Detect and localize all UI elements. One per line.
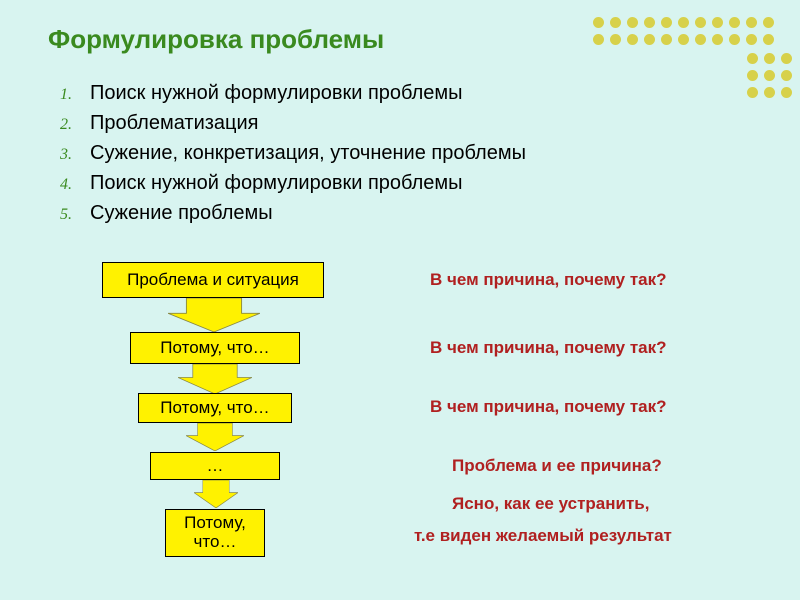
decorative-dot — [712, 17, 723, 28]
list-item: 3. Сужение, конкретизация, уточнение проб… — [40, 138, 526, 168]
decorative-dots-right — [744, 50, 795, 101]
decorative-dot — [610, 17, 621, 28]
decorative-dot — [747, 70, 758, 81]
decorative-dot — [661, 17, 672, 28]
question-text: Проблема и ее причина? — [452, 456, 662, 476]
down-arrow-icon — [168, 298, 260, 332]
decorative-dot — [747, 53, 758, 64]
decorative-dot — [678, 34, 689, 45]
flow-box-b5: Потому, что… — [165, 509, 265, 557]
decorative-dot — [781, 87, 792, 98]
decorative-dot — [763, 34, 774, 45]
decorative-dot — [781, 70, 792, 81]
decorative-dot — [764, 87, 775, 98]
list-item-text: Поиск нужной формулировки проблемы — [90, 78, 463, 108]
question-text: В чем причина, почему так? — [430, 270, 667, 290]
down-arrow-icon — [186, 423, 244, 451]
flow-box-b1: Проблема и ситуация — [102, 262, 324, 298]
list-item-number: 5. — [40, 200, 72, 230]
list-item-text: Проблематизация — [90, 108, 259, 138]
decorative-dot — [729, 34, 740, 45]
question-text: т.е виден желаемый результат — [414, 526, 672, 546]
decorative-dot — [763, 17, 774, 28]
decorative-dot — [712, 34, 723, 45]
decorative-dot — [627, 34, 638, 45]
decorative-dot — [746, 17, 757, 28]
decorative-dot — [764, 70, 775, 81]
decorative-dot — [627, 17, 638, 28]
flow-box-b2: Потому, что… — [130, 332, 300, 364]
decorative-dot — [764, 53, 775, 64]
list-item-text: Сужение проблемы — [90, 198, 273, 228]
decorative-dot — [593, 17, 604, 28]
list-item-text: Поиск нужной формулировки проблемы — [90, 168, 463, 198]
list-item: 2. Проблематизация — [40, 108, 526, 138]
list-item: 1. Поиск нужной формулировки проблемы — [40, 78, 526, 108]
decorative-dot — [729, 17, 740, 28]
flow-box-b4: … — [150, 452, 280, 480]
decorative-dot — [678, 17, 689, 28]
decorative-dot — [644, 17, 655, 28]
list-item-number: 1. — [40, 80, 72, 110]
list-item: 5. Сужение проблемы — [40, 198, 526, 228]
decorative-dot — [661, 34, 672, 45]
slide-title: Формулировка проблемы — [48, 24, 384, 55]
numbered-list: 1. Поиск нужной формулировки проблемы 2. Пр… — [40, 78, 526, 228]
question-text: В чем причина, почему так? — [430, 397, 667, 417]
flow-box-b3: Потому, что… — [138, 393, 292, 423]
decorative-dot — [746, 34, 757, 45]
list-item-number: 4. — [40, 170, 72, 200]
decorative-dot — [695, 34, 706, 45]
list-item: 4. Поиск нужной формулировки проблемы — [40, 168, 526, 198]
list-item-number: 3. — [40, 140, 72, 170]
decorative-dot — [747, 87, 758, 98]
down-arrow-icon — [194, 480, 238, 508]
decorative-dot — [644, 34, 655, 45]
decorative-dot — [610, 34, 621, 45]
decorative-dot — [593, 34, 604, 45]
list-item-text: Сужение, конкретизация, уточнение пробле… — [90, 138, 526, 168]
decorative-dot — [695, 17, 706, 28]
decorative-dot — [781, 53, 792, 64]
list-item-number: 2. — [40, 110, 72, 140]
question-text: Ясно, как ее устранить, — [452, 494, 649, 514]
question-text: В чем причина, почему так? — [430, 338, 667, 358]
down-arrow-icon — [178, 364, 252, 394]
decorative-dots-top — [590, 14, 777, 48]
